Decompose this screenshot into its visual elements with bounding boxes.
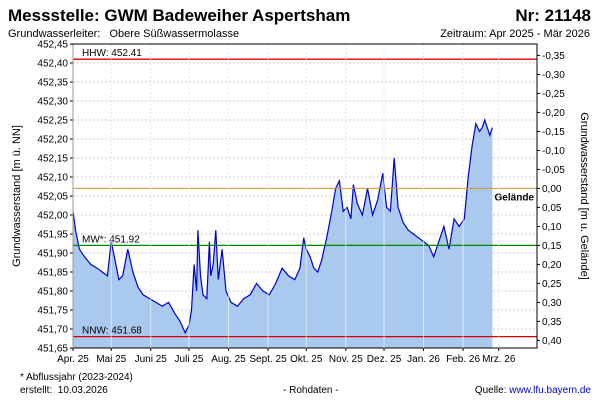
ref-label-nnw: NNW: 451.68 — [82, 326, 142, 337]
right-y-axis-label: Grundwasserstand [m u. Gelände] — [578, 112, 590, 280]
station-number: Nr: 21148 — [515, 6, 591, 25]
y-tick-label-right: 0,40 — [542, 336, 562, 347]
y-tick-label-right: 0,10 — [542, 222, 562, 233]
created-label: erstellt: — [20, 385, 53, 396]
y-tick-label-left: 451,70 — [37, 325, 68, 336]
source-link[interactable]: www.lfu.bayern.de — [509, 385, 591, 396]
y-tick-label-left: 452,25 — [37, 116, 68, 127]
source-info: Quelle: www.lfu.bayern.de — [475, 385, 591, 396]
period-info: Zeitraum: Apr 2025 - Mär 2026 — [440, 28, 590, 40]
y-tick-label-right: -0,20 — [542, 108, 565, 119]
created-info: erstellt: 10.03.2026 — [20, 385, 108, 396]
footnote: * Abflussjahr (2023-2024) — [20, 372, 133, 383]
ref-label-hhw: HHW: 452.41 — [82, 48, 142, 59]
y-tick-label-right: 0,05 — [542, 203, 562, 214]
y-tick-label-right: 0,25 — [542, 279, 562, 290]
x-tick-label: Nov. 25 — [329, 354, 363, 365]
y-tick-label-left: 452,10 — [37, 173, 68, 184]
x-tick-label: Juni 25 — [135, 354, 168, 365]
y-tick-label-left: 452,30 — [37, 97, 68, 108]
y-tick-label-left: 452,45 — [37, 40, 68, 51]
x-tick-label: Dez. 25 — [367, 354, 402, 365]
y-tick-label-right: 0,20 — [542, 260, 562, 271]
y-tick-label-left: 452,00 — [37, 211, 68, 222]
x-tick-label: Feb. 26 — [446, 354, 480, 365]
aquifer-value: Obere Süßwassermolasse — [109, 28, 240, 40]
y-tick-label-right: 0,35 — [542, 317, 562, 328]
y-tick-label-left: 452,15 — [37, 154, 68, 165]
y-tick-label-left: 451,65 — [37, 344, 68, 355]
y-tick-label-right: 0,15 — [542, 241, 562, 252]
y-tick-label-left: 451,75 — [37, 306, 68, 317]
y-tick-label-left: 451,85 — [37, 268, 68, 279]
y-tick-label-left: 452,05 — [37, 192, 68, 203]
y-tick-label-right: -0,25 — [542, 89, 565, 100]
y-tick-label-right: 0,00 — [542, 184, 562, 195]
x-tick-label: Okt. 25 — [290, 354, 323, 365]
left-y-axis: 451,65 451,70 451,75 451,80 451,85 451,90 451,… — [37, 40, 73, 355]
right-y-axis: -0,35 -0,30 -0,25 -0,20 -0,15 -0,10 -0,05 0,00 0… — [537, 51, 565, 347]
x-axis: Apr. 25 Mai 25 Juni 25 Juli 25 Aug. 25 Sept. … — [57, 348, 516, 365]
aquifer-info: Grundwasserleiter: Obere Süßwassermolass… — [8, 28, 239, 40]
y-tick-label-right: -0,35 — [542, 51, 565, 62]
y-tick-label-left: 452,40 — [37, 59, 68, 70]
x-tick-label: Aug. 25 — [211, 354, 246, 365]
y-tick-label-right: -0,15 — [542, 127, 565, 138]
aquifer-label: Grundwasserleiter: — [8, 28, 101, 40]
x-tick-label: Juli 25 — [175, 354, 204, 365]
station-title: Messstelle: GWM Badeweiher Aspertsham — [8, 6, 351, 25]
left-y-axis-label: Grundwasserstand [m ü. NN] — [11, 125, 23, 267]
y-tick-label-left: 451,80 — [37, 287, 68, 298]
x-tick-label: Jan. 26 — [407, 354, 440, 365]
water-level-area — [73, 120, 493, 348]
water-level-line — [72, 118, 493, 335]
created-date: 10.03.2026 — [57, 385, 108, 396]
y-tick-label-right: -0,30 — [542, 70, 565, 81]
y-tick-label-right: -0,10 — [542, 146, 565, 157]
y-tick-label-left: 451,90 — [37, 249, 68, 260]
x-tick-label: Sept. 25 — [249, 354, 287, 365]
y-tick-label-left: 452,20 — [37, 135, 68, 146]
y-tick-label-left: 451,95 — [37, 230, 68, 241]
y-tick-label-right: 0,30 — [542, 298, 562, 309]
x-tick-label: Mai 25 — [96, 354, 126, 365]
source-label: Quelle: — [474, 385, 507, 396]
y-tick-label-left: 452,35 — [37, 78, 68, 89]
ref-label-gelaende: Gelände — [495, 192, 535, 203]
x-tick-label: Mrz. 26 — [482, 354, 516, 365]
x-tick-label: Apr. 25 — [57, 354, 89, 365]
y-tick-label-right: -0,05 — [542, 165, 565, 176]
raw-data-note: - Rohdaten - — [283, 385, 339, 396]
